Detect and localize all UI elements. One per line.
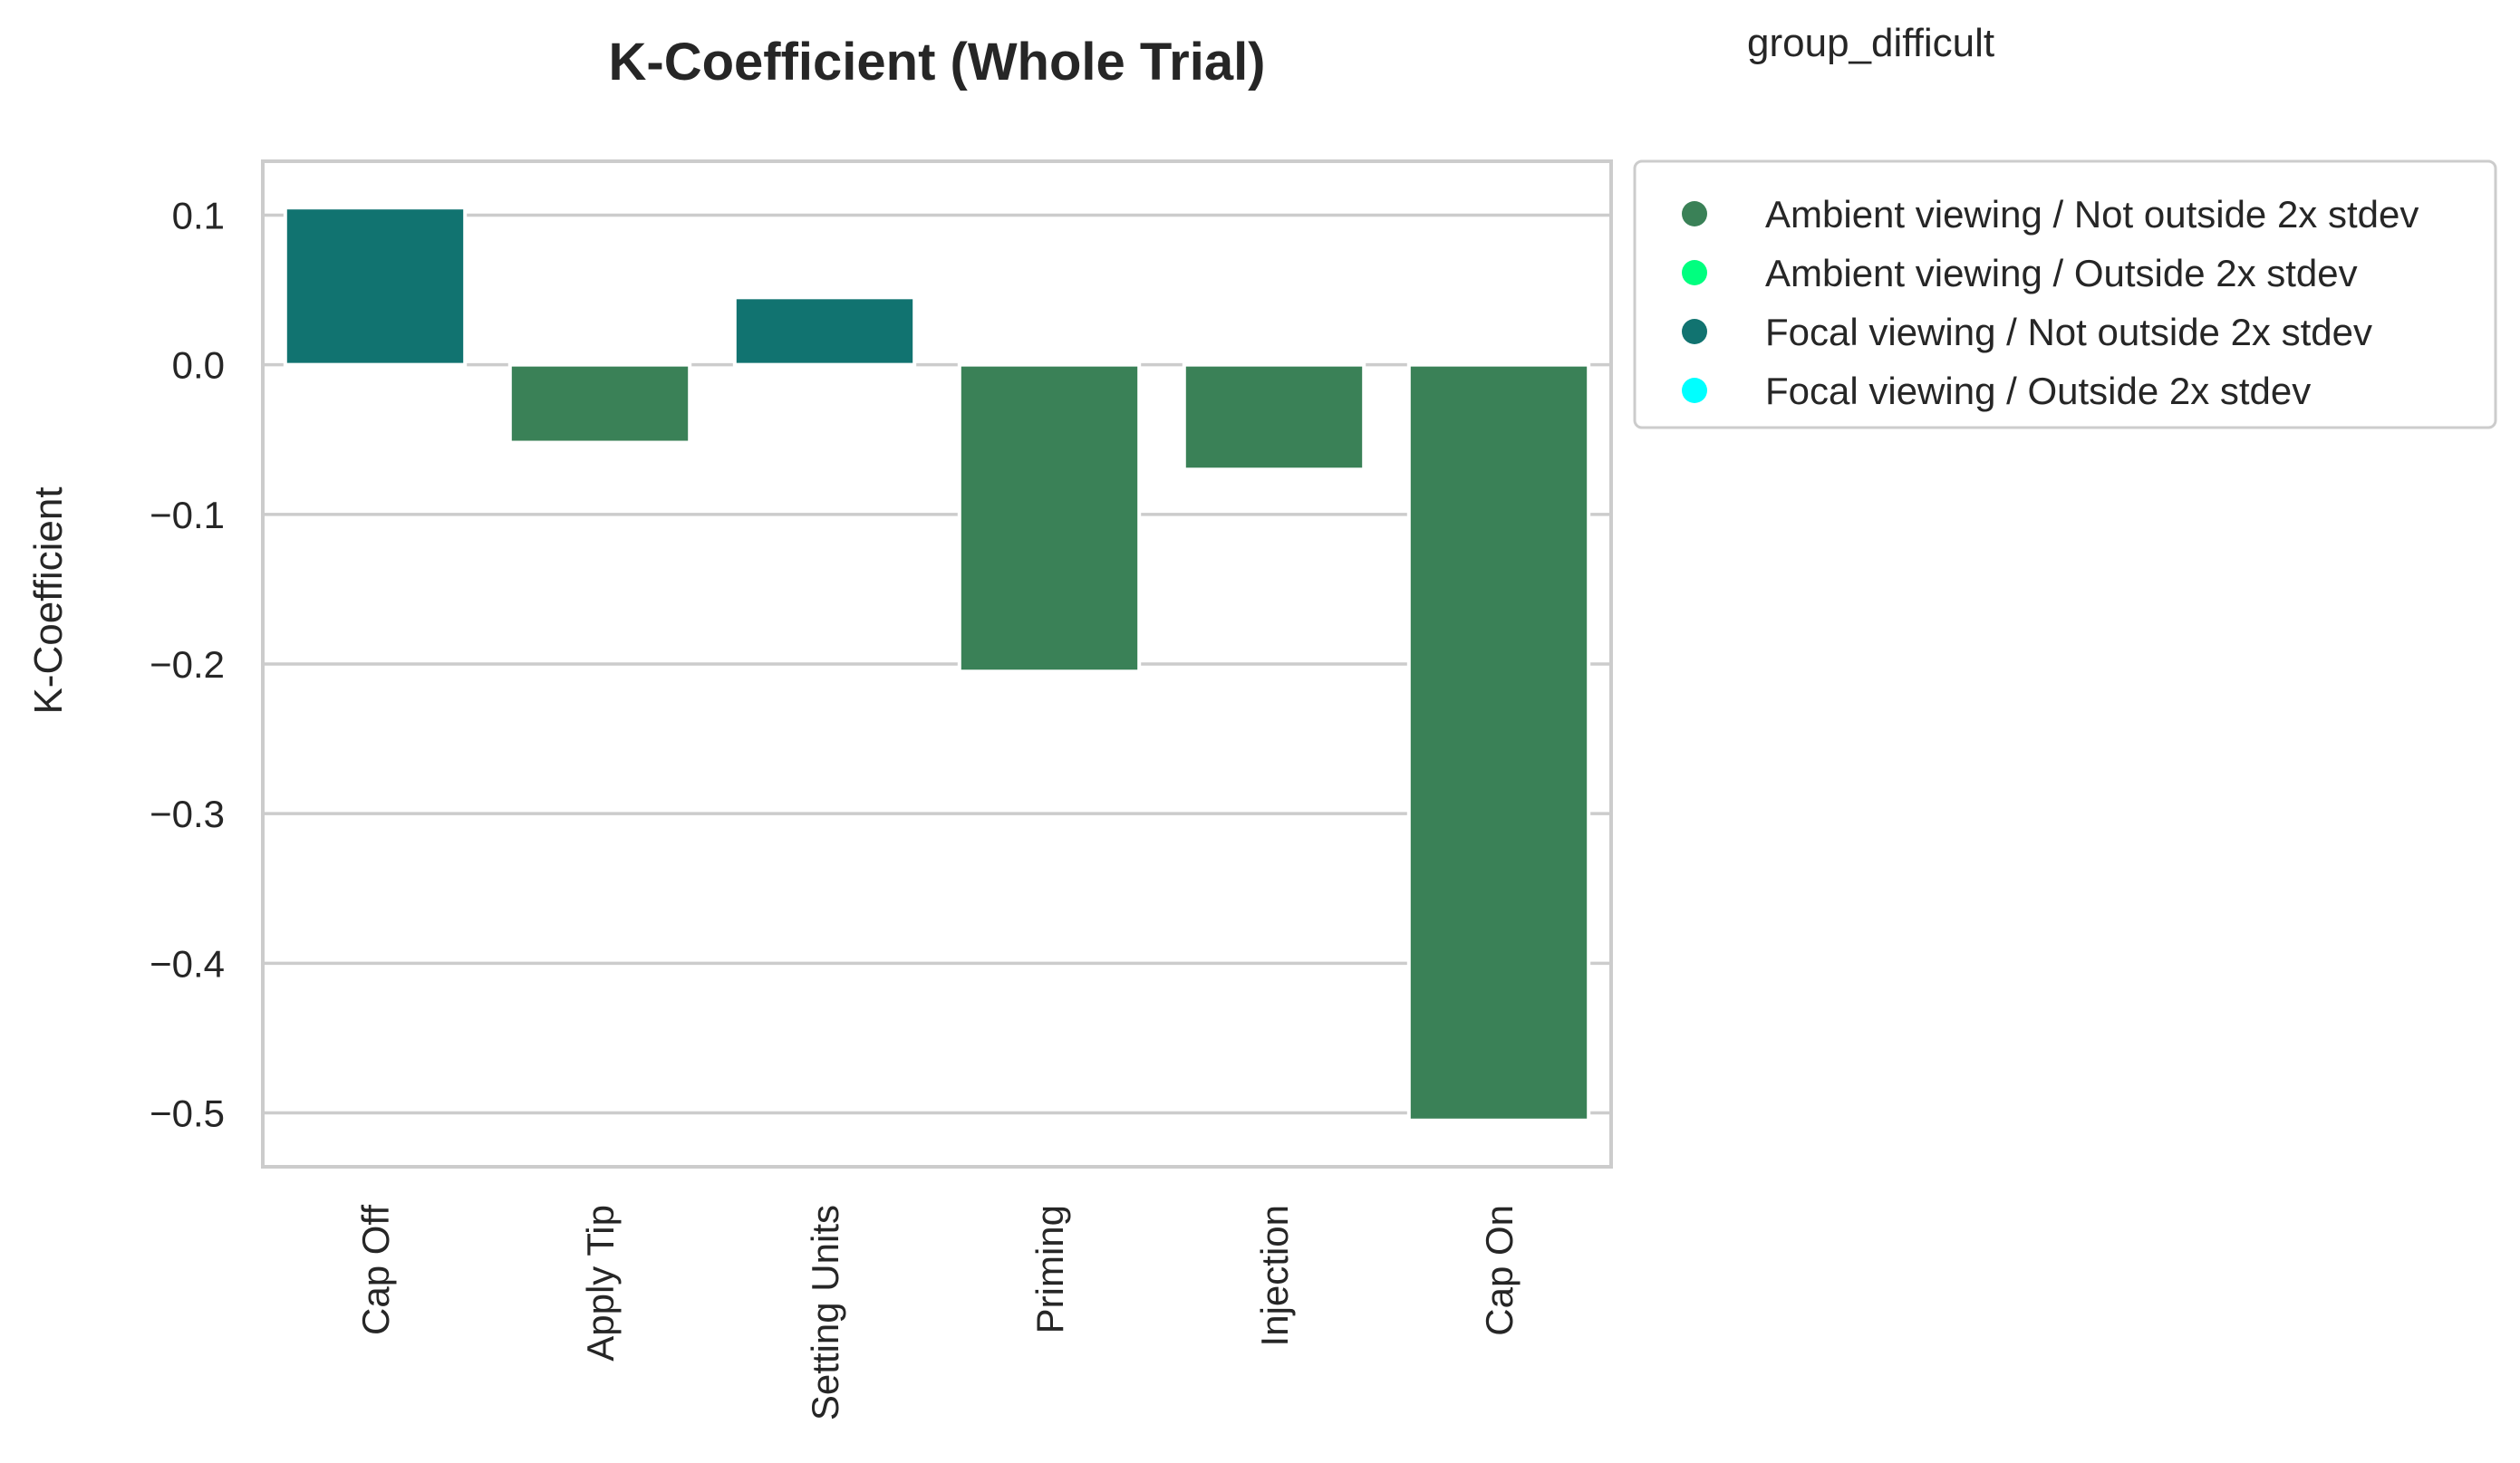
x-tick-label: Priming <box>1028 1205 1071 1333</box>
x-tick-label: Cap Off <box>354 1205 397 1335</box>
y-tick-label: −0.4 <box>150 942 225 985</box>
legend-frame <box>1633 159 2497 429</box>
x-tick-label: Apply Tip <box>579 1205 622 1362</box>
y-tick-label: 0.1 <box>172 194 225 236</box>
y-tick-label: −0.2 <box>150 643 225 686</box>
bar-cap-off <box>283 206 468 367</box>
plot-frame <box>261 159 1613 1169</box>
bar-setting-units <box>732 295 917 367</box>
legend-label: Focal viewing / Outside 2x stdev <box>1765 370 2311 412</box>
x-tick-labels: Cap Off Apply Tip Setting Units Priming Inje… <box>354 1205 1521 1420</box>
bars <box>283 206 1591 1122</box>
x-tick-label: Injection <box>1253 1205 1296 1346</box>
legend: Ambient viewing / Not outside 2x stdev Am… <box>1633 159 2497 429</box>
y-tick-label: −0.3 <box>150 793 225 835</box>
bar-priming <box>957 362 1142 674</box>
group-caption: group_difficult <box>1747 21 1994 65</box>
legend-marker <box>1682 378 1707 403</box>
x-tick-label: Setting Units <box>804 1205 846 1420</box>
y-tick-labels: 0.1 0.0 −0.1 −0.2 −0.3 −0.4 −0.5 <box>150 194 225 1134</box>
legend-label: Ambient viewing / Outside 2x stdev <box>1765 252 2358 294</box>
chart-title: K-Coefficient (Whole Trial) <box>609 33 1266 91</box>
legend-label: Focal viewing / Not outside 2x stdev <box>1765 311 2372 353</box>
y-axis-label: K-Coefficient <box>26 486 71 714</box>
legend-marker <box>1682 201 1707 226</box>
legend-label: Ambient viewing / Not outside 2x stdev <box>1765 193 2419 236</box>
legend-marker <box>1682 319 1707 344</box>
bar-apply-tip <box>507 362 692 445</box>
y-tick-label: 0.0 <box>172 344 225 387</box>
y-tick-label: −0.5 <box>150 1092 225 1135</box>
gridlines <box>263 213 1611 1115</box>
y-tick-label: −0.1 <box>150 494 225 536</box>
x-tick-label: Cap On <box>1478 1205 1521 1336</box>
bar-cap-on <box>1406 362 1591 1122</box>
bar-injection <box>1182 362 1366 472</box>
legend-marker <box>1682 260 1707 285</box>
